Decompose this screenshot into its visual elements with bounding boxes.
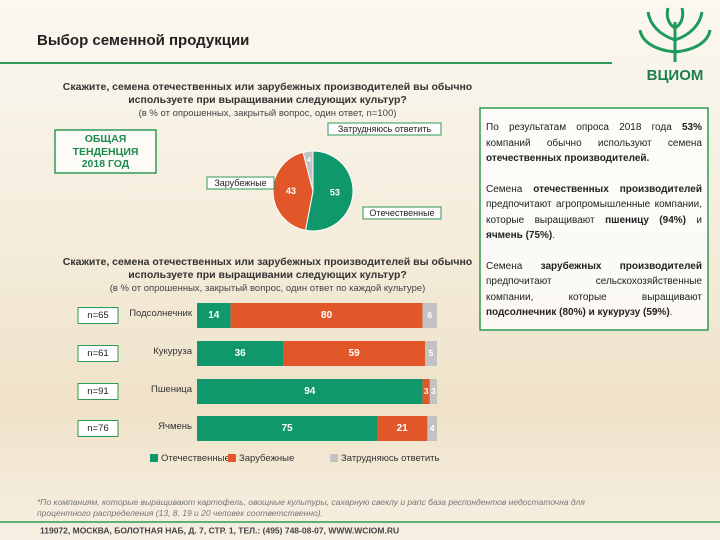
slice-label: 43 <box>286 186 296 196</box>
bar-segment <box>422 379 430 404</box>
category-label: Пшеница <box>151 384 193 395</box>
text-box-frame <box>479 107 709 331</box>
text-run: 53% <box>681 122 702 133</box>
n-box <box>77 307 119 324</box>
bar-label: 59 <box>349 348 361 359</box>
paragraph: Семена зарубежных производителей предпоч… <box>486 259 702 321</box>
text-run: компаний обычно используют семена <box>486 137 702 149</box>
text-run: . <box>669 307 673 318</box>
paragraph: По результатам опроса 2018 года 53% комп… <box>486 120 702 167</box>
logo-text: ВЦИОМ <box>647 67 704 84</box>
text-run: По результатам опроса 2018 года <box>486 122 682 133</box>
callout-label: Отечественные <box>369 208 434 218</box>
bar-label: 94 <box>304 386 316 397</box>
bar-label: 75 <box>281 423 293 434</box>
question-subtitle: (в % от опрошенных, закрытый вопрос, оди… <box>109 283 426 294</box>
slide-title: Выбор семенной продукции <box>37 32 250 49</box>
bar-label: 36 <box>235 348 247 359</box>
pie-slice <box>302 150 314 192</box>
bar-segment <box>230 303 423 328</box>
callout-label: Затрудняюсь ответить <box>338 124 432 134</box>
bar-segment <box>427 416 437 441</box>
bar-segment <box>197 379 423 404</box>
bar-segment <box>197 303 231 328</box>
n-box <box>77 345 119 362</box>
trend-box: ОБЩАЯ ТЕНДЕНЦИЯ 2018 ГОД <box>55 133 156 171</box>
bar-segment <box>197 341 284 366</box>
text-run: зарубежных производителей <box>540 260 702 272</box>
bar-label: 6 <box>427 310 432 320</box>
footnote: *По компаниям, которые выращивают картоф… <box>37 497 585 518</box>
callout-box <box>327 122 442 136</box>
legend-label: Зарубежные <box>239 453 294 464</box>
n-box <box>77 420 119 437</box>
category-label: Кукуруза <box>153 346 192 357</box>
bar-segment <box>197 416 377 441</box>
category-label: Подсолнечник <box>129 308 193 319</box>
n-label: n=61 <box>87 348 108 359</box>
text-run: отечественных производителей. <box>486 153 650 164</box>
trend-line: ОБЩАЯ <box>84 133 127 145</box>
text-run: ячмень (75%) <box>486 230 553 241</box>
slice-label: 4 <box>307 157 311 164</box>
text-run: отечественных производителей <box>533 183 702 195</box>
legend-swatch <box>228 454 236 462</box>
n-box <box>77 383 119 400</box>
bar-segment <box>429 379 437 404</box>
bar-label: 14 <box>208 310 220 321</box>
bar-label: 5 <box>429 348 434 358</box>
n-label: n=91 <box>87 386 108 397</box>
legend-swatch <box>150 454 158 462</box>
trend-line: 2018 ГОД <box>81 158 130 170</box>
n-label: n=76 <box>87 423 108 434</box>
legend-label: Затрудняюсь ответить <box>341 453 440 464</box>
pie-slice <box>304 150 354 232</box>
bar-label: 21 <box>397 423 409 434</box>
bar-segment <box>377 416 428 441</box>
bar-label: 4 <box>430 423 435 433</box>
category-label: Ячмень <box>158 421 192 432</box>
bar-label: 3 <box>424 386 429 396</box>
text-run: и <box>685 214 702 226</box>
question-title: Скажите, семена отечественных или зарубе… <box>62 256 473 281</box>
footer: 119072, МОСКВА, БОЛОТНАЯ НАБ, Д. 7, СТР.… <box>40 525 399 535</box>
bar-label: 3 <box>431 386 436 396</box>
callout-box <box>206 176 275 190</box>
n-label: n=65 <box>87 310 108 321</box>
text-run: предпочитают агропромышленные компании, … <box>486 199 702 226</box>
paragraph: Семена отечественных производителей пред… <box>486 182 702 244</box>
text-run: Семена <box>486 183 534 195</box>
question-1: Скажите, семена отечественных или зарубе… <box>60 81 475 120</box>
callout-box <box>362 206 442 220</box>
callout-label: Зарубежные <box>214 178 266 188</box>
bar-segment <box>283 341 425 366</box>
text-run: пшеницу (94%) <box>605 214 686 226</box>
text-run: предпочитают сельскохозяйственные компан… <box>486 276 702 303</box>
bar-label: 80 <box>321 310 333 321</box>
bar-segment <box>425 341 437 366</box>
text-run: Семена <box>486 260 541 272</box>
text-run: подсолнечник (80%) и кукурузу (59%) <box>486 307 670 318</box>
question-subtitle: (в % от опрошенных, закрытый вопрос, оди… <box>138 108 397 119</box>
trend-box-frame <box>54 129 157 174</box>
question-2: Скажите, семена отечественных или зарубе… <box>60 256 475 295</box>
text-run: . <box>552 230 556 241</box>
legend-swatch <box>330 454 338 462</box>
trend-line: ТЕНДЕНЦИЯ <box>72 145 139 158</box>
bar-segment <box>422 303 437 328</box>
logo-sprout <box>638 7 712 62</box>
question-title: Скажите, семена отечественных или зарубе… <box>62 81 473 106</box>
legend-label: Отечественные <box>161 453 230 464</box>
slice-label: 53 <box>330 187 340 197</box>
text-box: По результатам опроса 2018 года 53% комп… <box>486 120 702 336</box>
pie-slice <box>272 151 314 231</box>
